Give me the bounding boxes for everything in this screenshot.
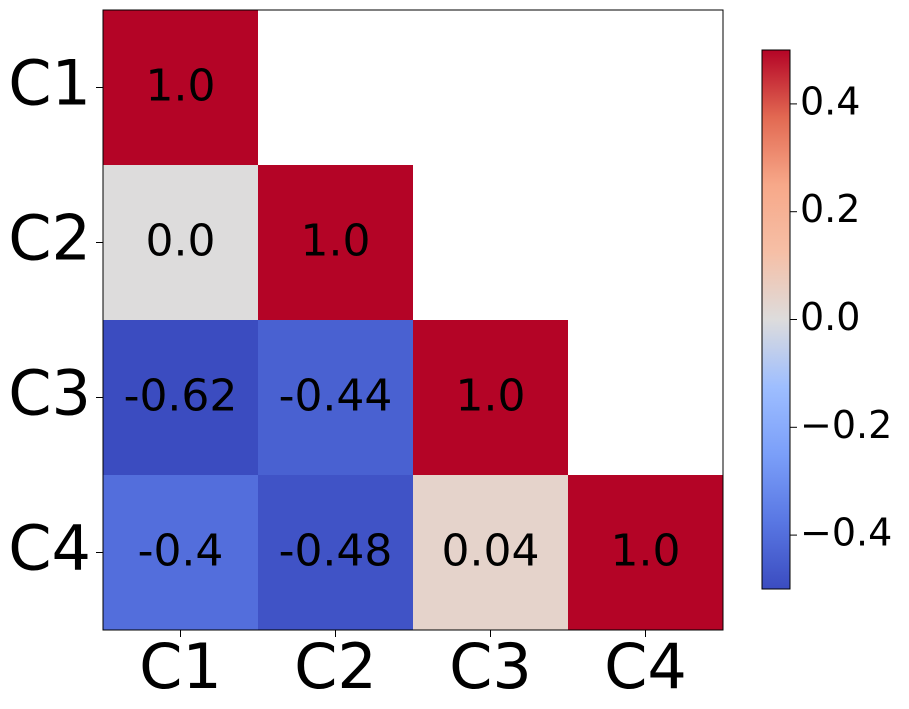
heatmap-cell-r1-c1 bbox=[103, 10, 258, 165]
y-tick-label-c2: C2 bbox=[8, 202, 91, 275]
heatmap-cell-r4-c2 bbox=[258, 475, 413, 630]
y-tick-label-c3: C3 bbox=[8, 357, 91, 430]
heatmap-cell-r3-c3 bbox=[413, 320, 568, 475]
x-tick-label-c1: C1 bbox=[139, 630, 222, 703]
cell-label-r4-c4: 1.0 bbox=[611, 526, 681, 577]
cell-label-r4-c3: 0.04 bbox=[442, 526, 540, 577]
colorbar-tick-label-4: −0.4 bbox=[800, 511, 892, 555]
cell-label-r4-c2: -0.48 bbox=[279, 526, 393, 577]
cell-label-r2-c1: 0.0 bbox=[146, 216, 216, 267]
cell-label-r3-c2: -0.44 bbox=[279, 371, 393, 422]
colorbar bbox=[761, 49, 791, 590]
x-axis-ticks: C1 C2 C3 C4 bbox=[139, 630, 687, 703]
x-tick-label-c4: C4 bbox=[604, 630, 687, 703]
x-tick-label-c3: C3 bbox=[449, 630, 532, 703]
y-axis-ticks: C1 C2 C3 C4 bbox=[8, 47, 103, 585]
cell-label-r2-c2: 1.0 bbox=[301, 216, 371, 267]
heatmap-cells bbox=[103, 10, 723, 630]
colorbar-ticks: 0.4 0.2 0.0 −0.2 −0.4 bbox=[790, 79, 892, 555]
colorbar-tick-label-3: −0.2 bbox=[800, 403, 892, 447]
heatmap-cell-r4-c4 bbox=[568, 475, 723, 630]
colorbar-tick-label-1: 0.2 bbox=[800, 187, 860, 231]
heatmap-cell-labels: 1.0 0.0 1.0 -0.62 -0.44 1.0 -0.4 -0.48 0.04 1.0 bbox=[124, 61, 681, 577]
plot-frame bbox=[102, 9, 724, 631]
cell-label-r4-c1: -0.4 bbox=[138, 526, 224, 577]
cell-label-r3-c3: 1.0 bbox=[456, 371, 526, 422]
y-tick-label-c4: C4 bbox=[8, 512, 91, 585]
colorbar-tick-label-2: 0.0 bbox=[800, 295, 860, 339]
heatmap-cell-r3-c1 bbox=[103, 320, 258, 475]
heatmap-cell-r2-c2 bbox=[258, 165, 413, 320]
y-tick-label-c1: C1 bbox=[8, 47, 91, 120]
heatmap-cell-r3-c2 bbox=[258, 320, 413, 475]
heatmap-cell-r4-c1 bbox=[103, 475, 258, 630]
cell-label-r3-c1: -0.62 bbox=[124, 371, 238, 422]
cell-label-r1-c1: 1.0 bbox=[146, 61, 216, 112]
x-tick-label-c2: C2 bbox=[294, 630, 377, 703]
heatmap-cell-r2-c1 bbox=[103, 165, 258, 320]
colorbar-tick-label-0: 0.4 bbox=[800, 79, 860, 123]
heatmap-cell-r4-c3 bbox=[413, 475, 568, 630]
